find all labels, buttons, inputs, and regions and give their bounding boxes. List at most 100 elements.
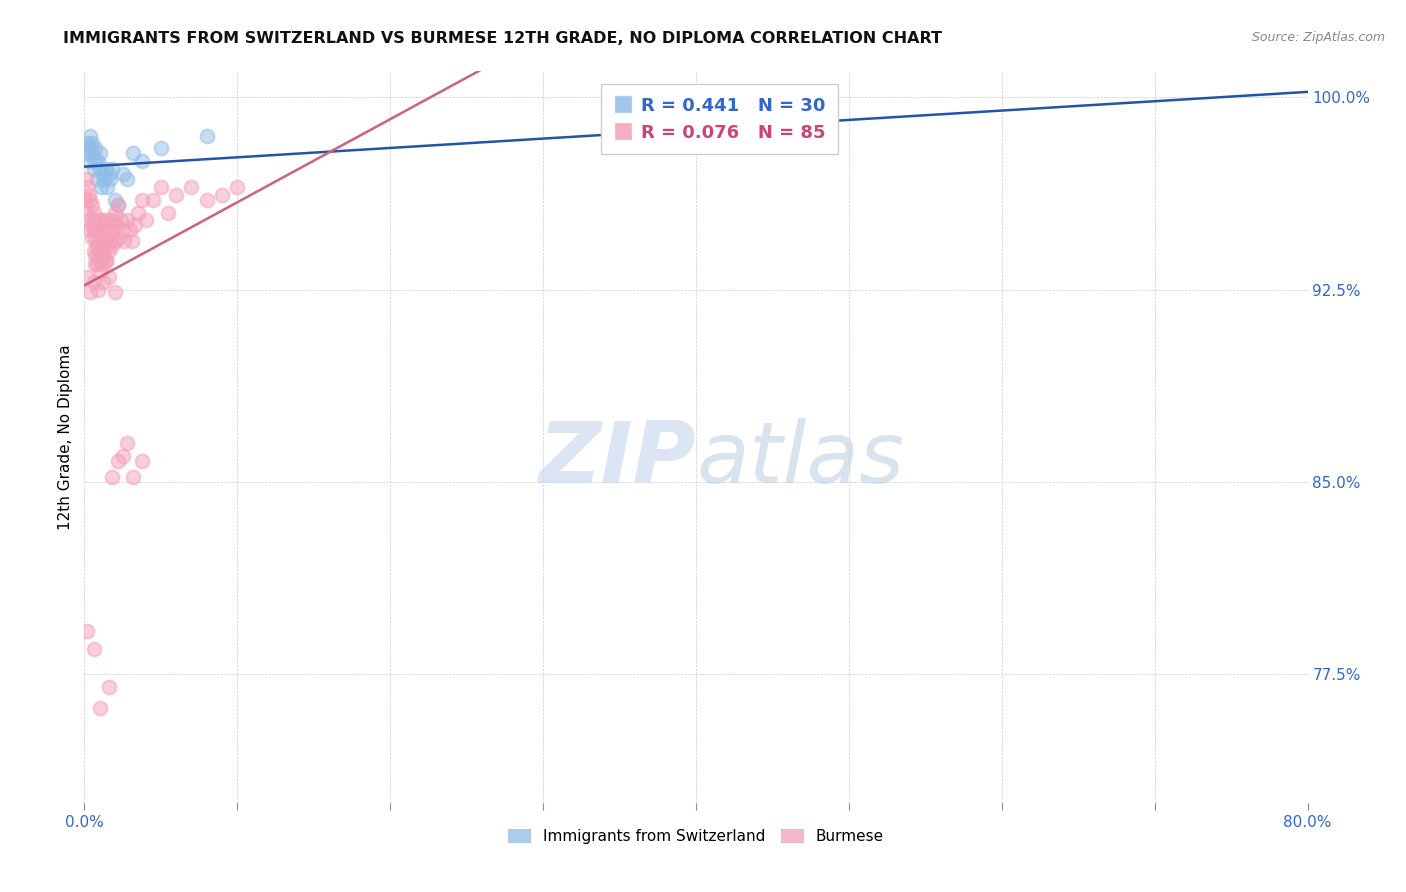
Point	[90, 223, 112, 237]
Point	[226, 179, 249, 194]
Point	[91, 257, 114, 271]
Text: ZIP: ZIP	[538, 417, 696, 500]
Point	[94, 254, 117, 268]
Point	[83, 161, 105, 176]
Point	[96, 179, 118, 194]
Point	[149, 141, 172, 155]
Point	[84, 231, 107, 245]
Point	[89, 146, 111, 161]
Point	[101, 161, 124, 176]
Text: atlas: atlas	[696, 417, 904, 500]
Point	[79, 193, 101, 207]
Point	[76, 624, 98, 638]
Point	[107, 231, 129, 245]
Point	[104, 205, 127, 219]
Point	[96, 213, 118, 227]
Point	[91, 213, 114, 227]
Point	[76, 269, 98, 284]
Point	[104, 285, 127, 299]
Point	[83, 641, 105, 656]
Point	[111, 167, 134, 181]
Point	[83, 244, 105, 258]
Point	[79, 223, 101, 237]
Point	[111, 223, 134, 237]
Point	[87, 283, 110, 297]
Point	[80, 219, 103, 233]
Point	[101, 239, 124, 253]
Point	[101, 470, 124, 484]
Point	[97, 269, 120, 284]
Point	[75, 146, 97, 161]
Point	[80, 231, 103, 245]
Point	[122, 470, 145, 484]
Point	[84, 141, 107, 155]
Point	[142, 193, 165, 207]
Point	[86, 239, 108, 253]
Point	[107, 198, 129, 212]
Point	[91, 167, 114, 181]
Point	[165, 187, 187, 202]
Point	[87, 154, 110, 169]
Text: IMMIGRANTS FROM SWITZERLAND VS BURMESE 12TH GRADE, NO DIPLOMA CORRELATION CHART: IMMIGRANTS FROM SWITZERLAND VS BURMESE 1…	[63, 31, 942, 46]
Point	[89, 254, 111, 268]
Point	[195, 128, 218, 143]
Point	[107, 454, 129, 468]
Point	[94, 234, 117, 248]
Point	[135, 213, 157, 227]
Point	[96, 239, 118, 253]
Point	[83, 275, 105, 289]
Point	[131, 154, 153, 169]
Point	[107, 198, 129, 212]
Point	[91, 275, 114, 289]
Point	[115, 436, 138, 450]
Point	[180, 179, 202, 194]
Point	[97, 223, 120, 237]
Point	[84, 213, 107, 227]
Point	[89, 161, 111, 176]
Point	[79, 285, 101, 299]
Point	[101, 213, 124, 227]
Point	[157, 205, 180, 219]
Point	[80, 136, 103, 151]
Point	[77, 213, 100, 227]
Point	[87, 244, 110, 258]
Point	[115, 172, 138, 186]
Point	[84, 154, 107, 169]
Point	[111, 450, 134, 464]
Text: Source: ZipAtlas.com: Source: ZipAtlas.com	[1251, 31, 1385, 45]
Point	[80, 146, 103, 161]
Point	[89, 234, 111, 248]
Y-axis label: 12th Grade, No Diploma: 12th Grade, No Diploma	[58, 344, 73, 530]
Point	[97, 167, 120, 181]
Point	[195, 193, 218, 207]
Point	[110, 213, 132, 227]
Point	[211, 187, 233, 202]
Point	[115, 213, 138, 227]
Point	[89, 213, 111, 227]
Point	[77, 154, 100, 169]
Point	[89, 264, 111, 278]
Point	[80, 198, 103, 212]
Point	[79, 141, 101, 155]
Point	[122, 146, 145, 161]
Point	[86, 257, 108, 271]
Point	[94, 254, 117, 268]
Point	[97, 681, 120, 695]
Point	[90, 179, 112, 194]
Point	[86, 219, 108, 233]
Point	[124, 219, 146, 233]
Point	[104, 193, 127, 207]
Point	[89, 701, 111, 715]
Point	[84, 249, 107, 263]
Point	[91, 239, 114, 253]
Point	[131, 193, 153, 207]
Point	[76, 179, 98, 194]
Point	[93, 249, 115, 263]
Point	[120, 223, 142, 237]
Point	[87, 223, 110, 237]
Point	[98, 234, 121, 248]
Point	[97, 244, 120, 258]
Point	[131, 454, 153, 468]
Point	[93, 172, 115, 186]
Point	[75, 172, 97, 186]
